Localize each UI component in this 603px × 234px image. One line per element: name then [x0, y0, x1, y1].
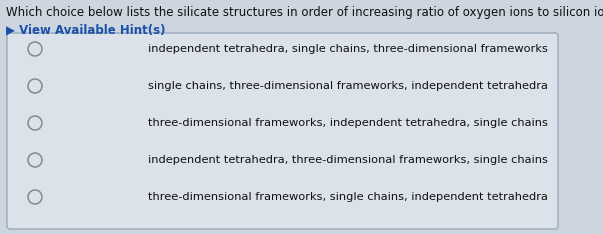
- Text: ▶ View Available Hint(s): ▶ View Available Hint(s): [6, 24, 165, 37]
- Text: Which choice below lists the silicate structures in order of increasing ratio of: Which choice below lists the silicate st…: [6, 6, 603, 19]
- Text: independent tetrahedra, three-dimensional frameworks, single chains: independent tetrahedra, three-dimensiona…: [148, 155, 548, 165]
- Text: three-dimensional frameworks, single chains, independent tetrahedra: three-dimensional frameworks, single cha…: [148, 192, 548, 202]
- Text: independent tetrahedra, single chains, three-dimensional frameworks: independent tetrahedra, single chains, t…: [148, 44, 548, 54]
- FancyBboxPatch shape: [7, 33, 558, 229]
- Text: single chains, three-dimensional frameworks, independent tetrahedra: single chains, three-dimensional framewo…: [148, 81, 548, 91]
- Text: three-dimensional frameworks, independent tetrahedra, single chains: three-dimensional frameworks, independen…: [148, 118, 548, 128]
